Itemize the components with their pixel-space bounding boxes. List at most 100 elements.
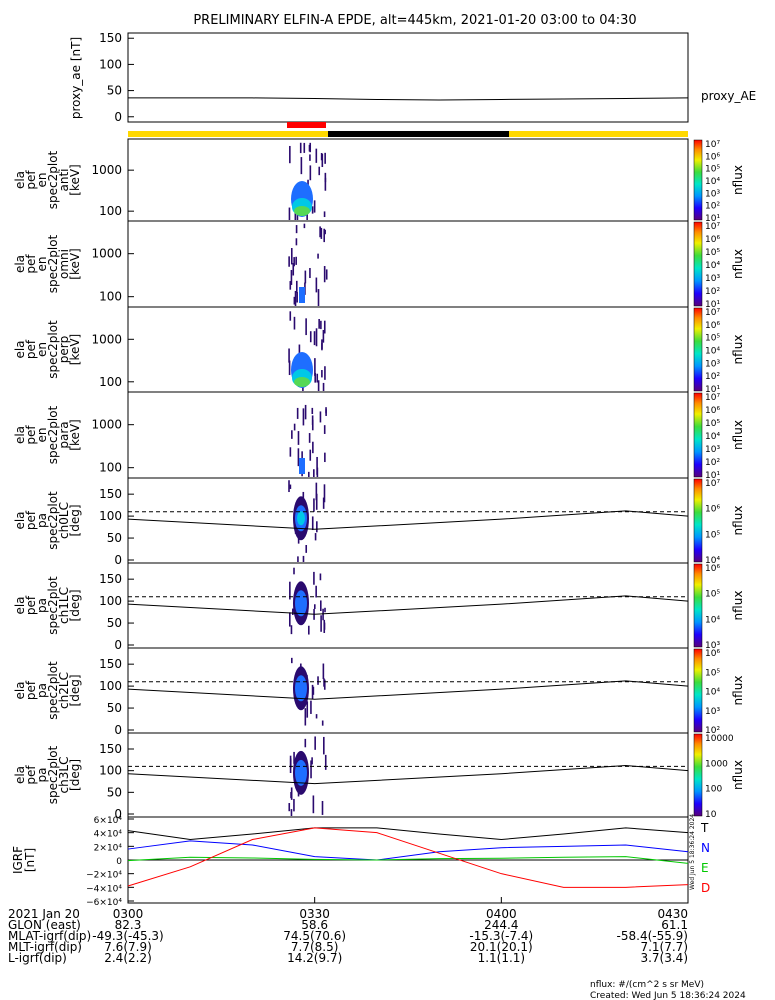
colorbar — [693, 392, 703, 478]
spectrogram-ylabel-line: anti — [57, 169, 71, 192]
spectrogram-streak — [324, 152, 326, 164]
ephemeris-cell: 82.3 — [115, 918, 142, 932]
ephemeris-cell: 20.1(20.1) — [470, 940, 533, 954]
colorbar-tick-label: 10⁶ — [705, 152, 720, 162]
spectrogram-ytick-label: 100 — [99, 461, 122, 475]
spectrogram-streak — [305, 318, 307, 336]
spectrogram-ylabel-line: pa — [35, 598, 49, 613]
colorbar-tick-label: 10⁶ — [705, 505, 720, 515]
colorbar-tick-label: 10³ — [705, 445, 720, 455]
colorbar-tick-label: 10⁴ — [705, 347, 720, 357]
ephemeris-cell: 0430 — [657, 907, 688, 921]
colorbar-label: nflux — [731, 335, 745, 365]
spectrogram-frame — [127, 732, 689, 818]
colorbar-tick-label: 10⁴ — [705, 688, 720, 698]
spectrogram-blob-blue — [295, 675, 307, 702]
spectrogram-streak — [290, 625, 293, 635]
spectrogram-streak — [311, 684, 314, 700]
igrf-ylabel-line: IGRF — [11, 846, 25, 874]
colorbar-tick-label: 10⁷ — [705, 308, 720, 318]
loss-cone-line — [127, 595, 689, 615]
spectrogram-ytick-label: 1000 — [91, 418, 122, 432]
spectrogram-streak — [316, 373, 319, 383]
spectrogram-ytick-label: 1000 — [91, 247, 122, 261]
spectrogram-blob-blue — [299, 458, 305, 474]
spectrogram-blob-green — [294, 206, 310, 216]
spectrogram-streak — [309, 331, 312, 343]
colorbar — [693, 478, 703, 563]
colorbar-tick-label: 10³ — [705, 359, 720, 369]
spectrogram-streak — [323, 622, 326, 630]
colorbar-label: nflux — [731, 760, 745, 790]
ephemeris-cell: 74.5(70.6) — [283, 929, 346, 943]
colorbar-label: nflux — [731, 676, 745, 706]
spectrogram-streak — [290, 792, 292, 799]
spectrogram-streak — [290, 269, 293, 285]
colorbar-tick-label: 10³ — [705, 707, 720, 717]
orbit-bar-black — [328, 131, 509, 137]
spectrogram-streak — [321, 800, 324, 815]
spectrogram-streak — [324, 607, 326, 613]
colorbar — [693, 648, 703, 733]
spectrogram-ytick-label: 50 — [107, 616, 122, 630]
colorbar-tick-label: 10⁷ — [705, 393, 720, 403]
colorbar-label: nflux — [731, 591, 745, 621]
spectrogram-streak — [311, 206, 314, 214]
colorbar — [693, 563, 703, 648]
spectrogram-ylabel-line: [keV] — [68, 164, 82, 195]
spectrogram-streak — [314, 736, 316, 750]
colorbar-tick-label: 10³ — [705, 274, 720, 284]
spectrogram-streak — [298, 344, 301, 358]
colorbar-tick-label: 10² — [705, 372, 720, 382]
colorbar-tick-label: 10⁶ — [705, 649, 720, 659]
spectrogram-streak — [303, 223, 306, 229]
spectrogram-ylabel-line: ch2LC — [57, 672, 71, 709]
spectrogram-ylabel-line: pef — [24, 254, 38, 274]
spectrogram-streak — [315, 482, 318, 501]
colorbar-label: nflux — [731, 165, 745, 195]
ephemeris-cell: 3.7(3.4) — [640, 951, 688, 965]
spectrogram-ytick-label: 1000 — [91, 332, 122, 346]
spectrogram-ytick-label: 50 — [107, 531, 122, 545]
spectrogram-ylabel-line: pef — [24, 339, 38, 359]
spectrogram-streak — [322, 608, 324, 621]
spectrogram-streak — [323, 736, 325, 755]
spectrogram-streak — [295, 280, 298, 293]
colorbar-tick-label: 100 — [705, 785, 722, 795]
igrf-series-N — [127, 840, 689, 861]
spectrogram-ylabel-line: spec2plot — [46, 234, 60, 293]
spectrogram-ylabel-line: pef — [24, 595, 38, 615]
proxy-ae-ytick-label: 0 — [114, 110, 122, 124]
spectrogram-streak — [323, 228, 326, 243]
spectrogram-blob-blue — [299, 287, 305, 303]
spectrogram-streak — [322, 663, 325, 680]
spectrogram-streak — [317, 676, 319, 685]
spectrogram-streak — [320, 227, 323, 239]
igrf-ytick-label: −2×10⁴ — [86, 871, 122, 881]
proxy-ae-panel: 150 100 50 0 proxy_ae [nT] proxy_AE — [69, 31, 756, 124]
proxy-ae-frame — [127, 32, 689, 123]
igrf-ytick-label: 0 — [116, 857, 122, 867]
spectrogram-streak — [304, 738, 307, 748]
spectrogram-ylabel-line: [deg] — [68, 759, 82, 791]
spectrogram-streak — [324, 452, 326, 463]
ephemeris-cell: 7.7(8.5) — [291, 940, 339, 954]
spectrogram-ylabel-line: en — [35, 173, 49, 188]
ephemeris-cell: -15.3(-7.4) — [469, 929, 533, 943]
spectrogram-streak — [295, 256, 297, 265]
spectrogram-ylabel-line: [deg] — [68, 675, 82, 707]
spectrogram-streak — [323, 425, 326, 434]
spectrogram-streak — [321, 720, 324, 726]
spectrogram-streak — [322, 497, 325, 509]
spectrogram-streak — [289, 612, 291, 627]
colorbar-tick-label: 10⁶ — [705, 321, 720, 331]
colorbar-tick-label: 10⁵ — [705, 590, 720, 600]
spectrogram-ytick-label: 50 — [107, 785, 122, 799]
spectrogram-streak — [323, 320, 326, 334]
footer-created: Created: Wed Jun 5 18:36:24 2024 — [590, 991, 746, 1000]
spectrogram-ylabel-line: [keV] — [68, 419, 82, 450]
spectrogram-streak — [313, 200, 316, 213]
